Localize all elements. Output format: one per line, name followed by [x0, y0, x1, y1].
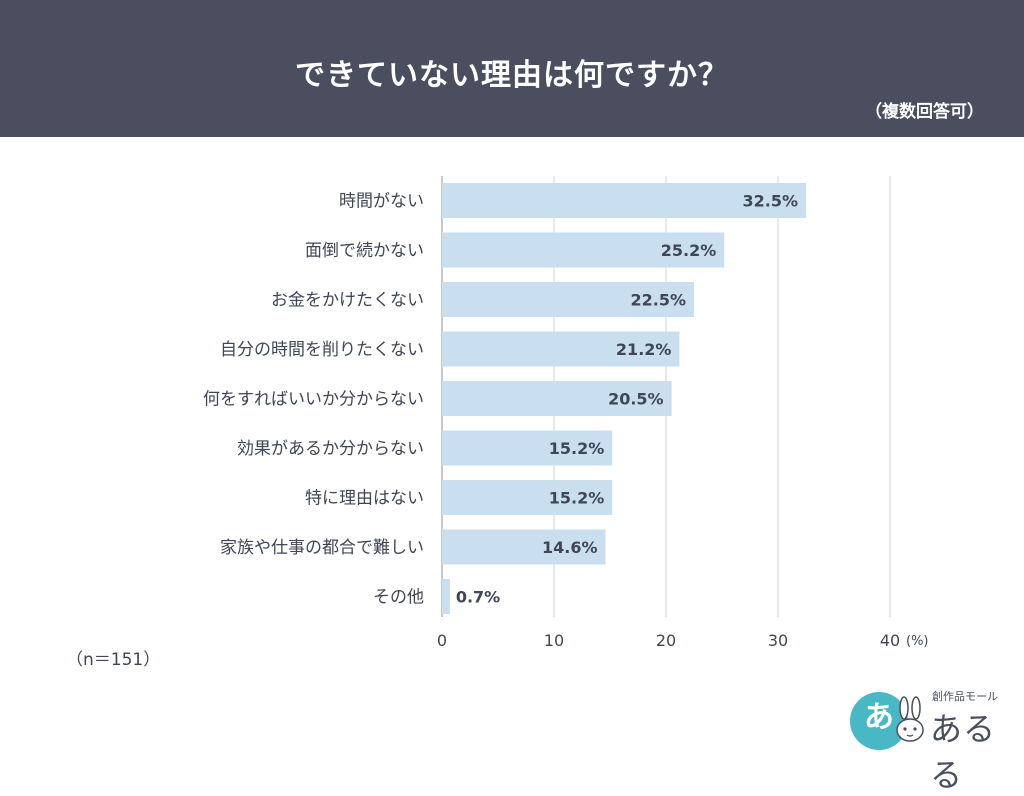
x-tick-label: 30 — [768, 631, 788, 650]
bar — [442, 480, 613, 515]
logo-wordmark: あるる — [930, 710, 997, 794]
category-label: 面倒で続かない — [305, 241, 424, 261]
bar — [442, 331, 680, 367]
bar — [442, 381, 672, 416]
category-label: 時間がない — [339, 192, 424, 212]
bar — [442, 430, 613, 466]
bar — [442, 232, 725, 268]
data-label: 22.5% — [630, 291, 686, 310]
data-label: 25.2% — [661, 241, 717, 260]
brand-logo: あ 創作品モール あるる — [850, 684, 1010, 794]
category-label: 自分の時間を削りたくない — [220, 340, 424, 360]
category-label: 特に理由はない — [305, 489, 424, 509]
x-tick-label: 10 — [544, 631, 564, 650]
category-label: 何をすればいいか分からない — [203, 390, 424, 410]
data-label: 14.6% — [542, 538, 598, 557]
data-label: 20.5% — [608, 390, 664, 409]
page-title: できていない理由は何ですか？ — [295, 58, 729, 93]
logo-circle-icon: あ — [850, 692, 908, 750]
data-label: 32.5% — [742, 192, 798, 211]
data-label: 15.2% — [549, 489, 605, 508]
bar — [442, 529, 606, 565]
data-label: 0.7% — [456, 588, 500, 607]
category-label: その他 — [373, 588, 424, 608]
data-label: 21.2% — [616, 340, 672, 359]
bar — [442, 282, 694, 317]
bar-chart: 0 10 20 30 40 (%) 時間がない 32.5% 面倒で続かない 25.2% お金をかけた… — [203, 176, 929, 650]
category-label: お金をかけたくない — [271, 291, 424, 311]
bar — [442, 183, 806, 218]
x-tick-label: 40 — [880, 631, 900, 650]
bar — [442, 579, 450, 614]
data-label: 15.2% — [549, 439, 605, 458]
bunny-icon — [896, 696, 924, 742]
x-unit-label: (%) — [906, 634, 929, 649]
header-bar: できていない理由は何ですか？ （複数回答可） — [0, 0, 1024, 137]
category-label: 効果があるか分からない — [237, 439, 424, 459]
category-label: 家族や仕事の都合で難しい — [220, 538, 424, 558]
sample-size-label: （n＝151） — [66, 650, 161, 670]
x-tick-label: 20 — [656, 631, 676, 650]
logo-tagline: 創作品モール — [932, 690, 998, 703]
page-subtitle: （複数回答可） — [865, 102, 984, 122]
x-tick-label: 0 — [437, 631, 447, 650]
